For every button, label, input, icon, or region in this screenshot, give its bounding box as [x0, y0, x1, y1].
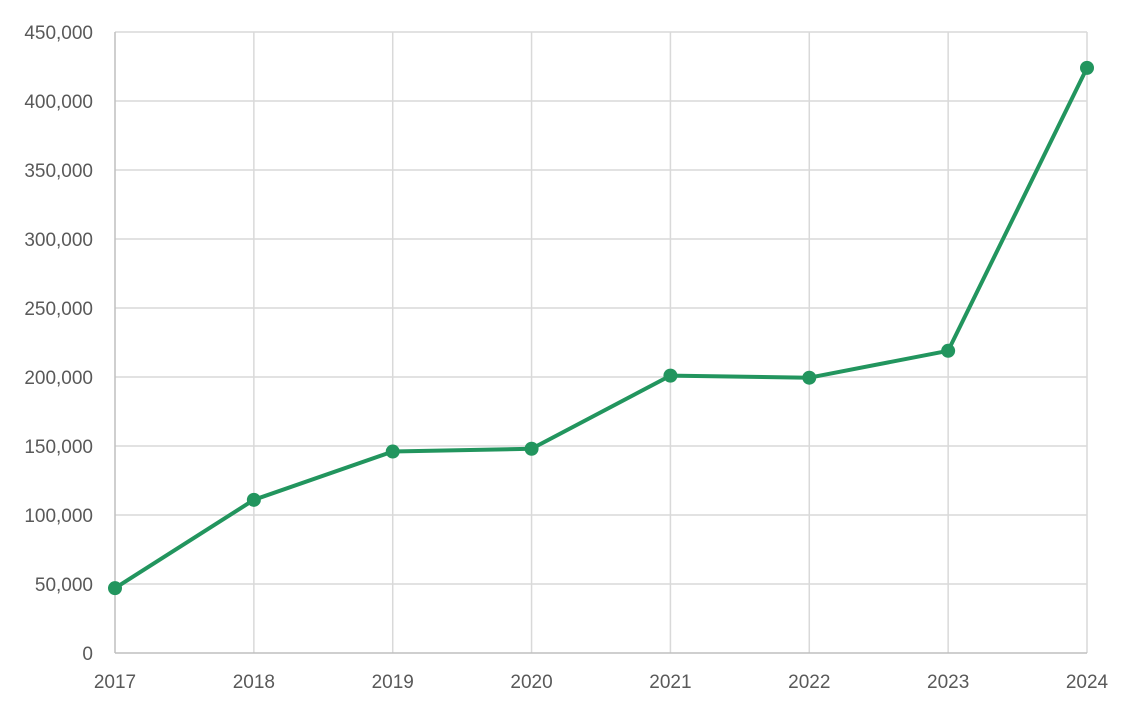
- data-point-marker[interactable]: [246, 492, 261, 507]
- y-tick-label: 250,000: [24, 299, 93, 320]
- data-point-marker[interactable]: [108, 581, 122, 596]
- data-point-marker[interactable]: [385, 444, 400, 459]
- data-point-marker[interactable]: [524, 441, 539, 456]
- x-tick-label: 2022: [788, 672, 830, 693]
- y-tick-label: 50,000: [35, 575, 93, 596]
- label-layer: 0 50,000 100,000 150,000 200,000 250,000 300,0…: [24, 23, 1108, 693]
- y-tick-label: 400,000: [24, 92, 93, 113]
- y-tick-label: 300,000: [24, 230, 93, 251]
- x-tick-label: 2021: [649, 672, 691, 693]
- data-point-marker[interactable]: [802, 370, 817, 385]
- x-tick-label: 2024: [1066, 672, 1109, 693]
- x-tick-label: 2017: [94, 672, 136, 693]
- data-point-marker[interactable]: [1080, 60, 1094, 75]
- x-tick-label: 2019: [372, 672, 414, 693]
- data-point-marker[interactable]: [663, 368, 678, 383]
- data-point-marker[interactable]: [941, 343, 956, 358]
- y-tick-label: 200,000: [24, 368, 93, 389]
- axis-layer: [114, 32, 1087, 654]
- y-tick-label: 100,000: [24, 506, 93, 527]
- y-tick-label: 350,000: [24, 161, 93, 182]
- x-tick-label: 2023: [927, 672, 969, 693]
- x-tick-label: 2018: [233, 672, 275, 693]
- grid-layer: [115, 31, 1088, 653]
- x-tick-label: 2020: [510, 672, 552, 693]
- y-tick-label: 450,000: [24, 23, 93, 44]
- series-layer: [108, 60, 1094, 596]
- y-tick-label: 0: [82, 644, 93, 665]
- y-tick-label: 150,000: [24, 437, 93, 458]
- series-line: [113, 65, 1089, 591]
